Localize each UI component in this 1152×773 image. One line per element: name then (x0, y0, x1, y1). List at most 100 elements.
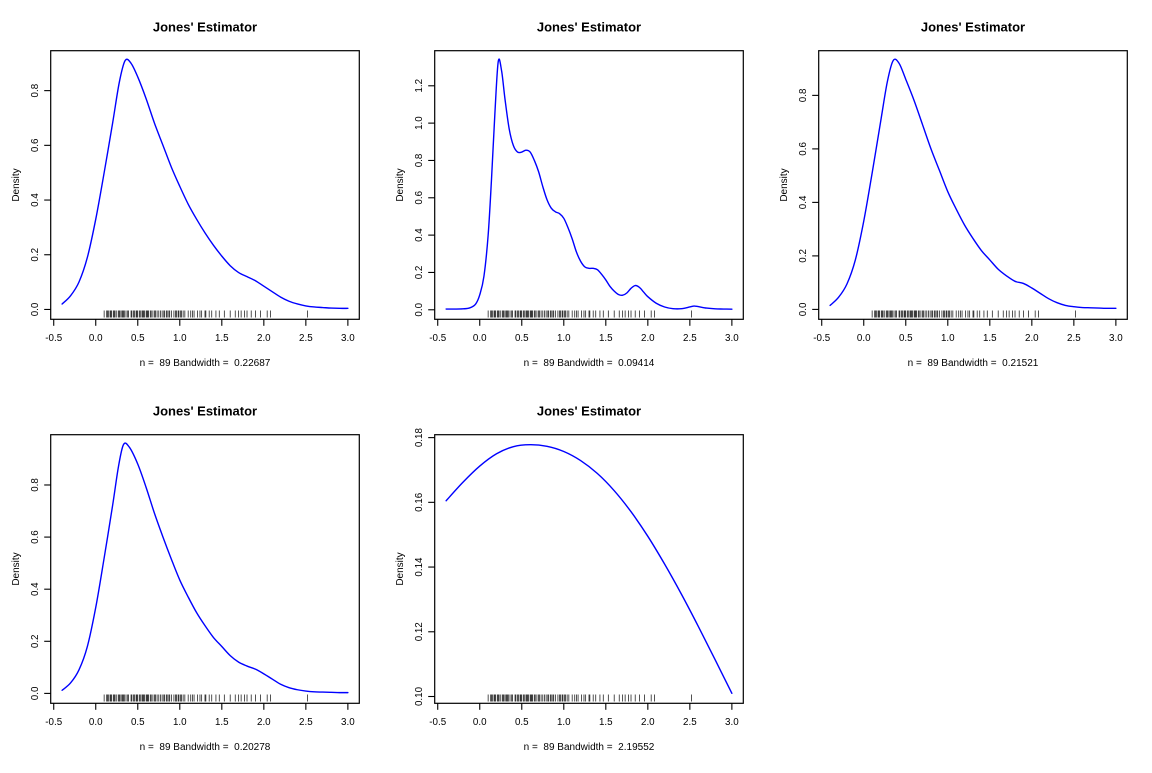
y-tick-label: 0.8 (414, 153, 425, 167)
y-axis-label: Density (11, 168, 22, 201)
y-tick-label: 1.2 (414, 79, 425, 93)
y-tick-label: 0.8 (30, 83, 41, 97)
y-axis-label: Density (395, 552, 406, 585)
density-plot-3: -0.5 0.0 0.5 1.0 1.5 2.0 2.5 3.0 0.0 0.2 0.4 0.6 0.8… (768, 0, 1152, 384)
x-tick-label: 2.5 (683, 333, 697, 344)
x-tick-label: 2.5 (299, 717, 313, 728)
y-tick-label: 0.0 (30, 686, 41, 700)
x-tick-label: 3.0 (341, 333, 355, 344)
x-tick-label: 1.5 (983, 333, 997, 344)
y-tick-label: 1.0 (414, 116, 425, 130)
x-tick-label: -0.5 (429, 333, 446, 344)
x-tick-label: 1.5 (215, 333, 229, 344)
x-tick-label: 0.5 (131, 717, 145, 728)
plot-title: Jones' Estimator (153, 404, 257, 419)
y-tick-label: 0.6 (414, 190, 425, 204)
y-axis-label: Density (779, 168, 790, 201)
rug-marks (871, 310, 1076, 318)
density-plot-1: -0.5 0.0 0.5 1.0 1.5 2.0 2.5 3.0 0.0 0.2 0.4 0.6 0.8… (0, 0, 384, 384)
y-tick-label: 0.4 (30, 582, 41, 596)
y-tick-label: 0.16 (414, 492, 425, 512)
rug-marks (103, 310, 308, 318)
y-tick-label: 0.2 (414, 266, 425, 280)
density-curve (445, 444, 733, 694)
plot-title: Jones' Estimator (921, 20, 1025, 35)
x-tick-label: 0.5 (131, 333, 145, 344)
plot-canvas: -0.5 0.0 0.5 1.0 1.5 2.0 2.5 3.00.100.120.140.1… (395, 404, 744, 753)
plot-canvas: -0.5 0.0 0.5 1.0 1.5 2.0 2.5 3.0 0.0 0.2 0.4 0.6 0.8… (11, 404, 360, 753)
plot-subtitle: n = 89 Bandwidth = 0.21521 (908, 358, 1039, 369)
plot-subtitle: n = 89 Bandwidth = 0.20278 (140, 742, 271, 753)
plot-box (818, 50, 1128, 320)
y-axis-ticks: 0.0 0.2 0.4 0.6 0.8 (30, 83, 51, 316)
x-tick-label: 0.5 (899, 333, 913, 344)
x-tick-label: 1.5 (215, 717, 229, 728)
density-curve (61, 58, 349, 310)
x-axis-ticks: -0.5 0.0 0.5 1.0 1.5 2.0 2.5 3.0 (813, 319, 1123, 344)
density-curve (445, 58, 733, 310)
density-plot-4: -0.5 0.0 0.5 1.0 1.5 2.0 2.5 3.0 0.0 0.2 0.4 0.6 0.8… (0, 384, 384, 768)
x-tick-label: 1.5 (599, 333, 613, 344)
y-axis-ticks: 0.0 0.2 0.4 0.6 0.8 (30, 478, 51, 700)
x-tick-label: 1.5 (599, 717, 613, 728)
y-tick-label: 0.2 (30, 634, 41, 648)
y-tick-label: 0.2 (798, 249, 809, 263)
x-tick-label: 3.0 (725, 717, 739, 728)
y-tick-label: 0.18 (414, 428, 425, 448)
plot-title: Jones' Estimator (537, 404, 641, 419)
x-tick-label: 0.5 (515, 333, 529, 344)
y-tick-label: 0.8 (30, 478, 41, 492)
density-plot-2: -0.5 0.0 0.5 1.0 1.5 2.0 2.5 3.0 0.0 0.2 0.4 0.6 0.8… (384, 0, 768, 384)
density-curve (829, 58, 1117, 310)
plot-canvas: -0.5 0.0 0.5 1.0 1.5 2.0 2.5 3.0 0.0 0.2 0.4 0.6 0.8… (11, 20, 360, 369)
rug-marks (103, 694, 308, 702)
x-tick-label: 2.0 (641, 717, 655, 728)
y-tick-label: 0.14 (414, 557, 425, 577)
x-tick-label: 1.0 (941, 333, 955, 344)
x-axis-ticks: -0.5 0.0 0.5 1.0 1.5 2.0 2.5 3.0 (45, 319, 355, 344)
x-tick-label: 3.0 (1109, 333, 1123, 344)
plot-box (50, 50, 360, 320)
x-tick-label: 2.0 (641, 333, 655, 344)
plot-subtitle: n = 89 Bandwidth = 2.19552 (524, 742, 655, 753)
y-tick-label: 0.12 (414, 622, 425, 641)
x-axis-ticks: -0.5 0.0 0.5 1.0 1.5 2.0 2.5 3.0 (429, 319, 739, 344)
y-axis-ticks: 0.0 0.2 0.4 0.6 0.8 (798, 88, 819, 316)
y-tick-label: 0.6 (798, 142, 809, 156)
empty-cell (768, 384, 1152, 768)
y-tick-label: 0.6 (30, 530, 41, 544)
y-tick-label: 0.4 (414, 228, 425, 242)
x-tick-label: 3.0 (725, 333, 739, 344)
y-tick-label: 0.0 (414, 302, 425, 316)
x-tick-label: 0.0 (89, 333, 103, 344)
x-tick-label: -0.5 (429, 717, 446, 728)
x-tick-label: 0.0 (473, 717, 487, 728)
x-tick-label: -0.5 (813, 333, 830, 344)
y-tick-label: 0.6 (30, 138, 41, 152)
density-plot-5: -0.5 0.0 0.5 1.0 1.5 2.0 2.5 3.0 0.10 0.12 0.14 0.1… (384, 384, 768, 768)
y-axis-label: Density (11, 552, 22, 585)
x-tick-label: 0.0 (857, 333, 871, 344)
x-tick-label: -0.5 (45, 717, 62, 728)
y-tick-label: 0.4 (30, 193, 41, 207)
y-axis-ticks: 0.0 0.2 0.4 0.6 0.8 1.0 1.2 (414, 79, 435, 317)
x-tick-label: 1.0 (557, 333, 571, 344)
plot-title: Jones' Estimator (537, 20, 641, 35)
y-axis-ticks: 0.10 0.12 0.14 0.16 0.18 (414, 428, 435, 706)
x-tick-label: 1.0 (173, 333, 187, 344)
x-axis-ticks: -0.5 0.0 0.5 1.0 1.5 2.0 2.5 3.0 (45, 703, 355, 728)
x-tick-label: 2.0 (257, 717, 271, 728)
x-tick-label: 2.0 (257, 333, 271, 344)
plot-title: Jones' Estimator (153, 20, 257, 35)
x-tick-label: 0.0 (473, 333, 487, 344)
plot-box (50, 434, 360, 704)
rug-marks (487, 694, 692, 702)
y-tick-label: 0.8 (798, 88, 809, 102)
y-tick-label: 0.4 (798, 195, 809, 209)
x-tick-label: 2.5 (299, 333, 313, 344)
density-curve (61, 442, 349, 694)
x-tick-label: 0.5 (515, 717, 529, 728)
plot-box (434, 50, 744, 320)
plot-subtitle: n = 89 Bandwidth = 0.09414 (524, 358, 655, 369)
